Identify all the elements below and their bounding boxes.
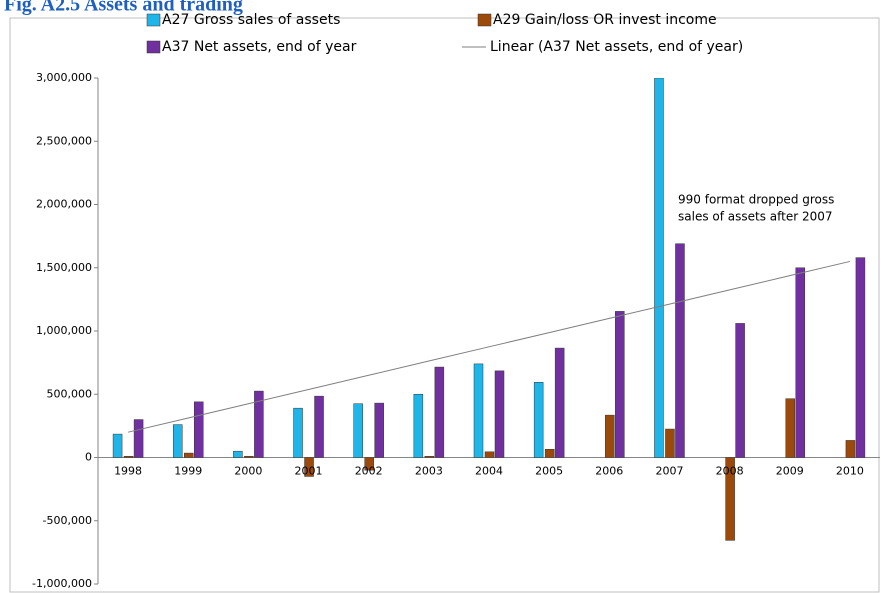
legend-label: A29 Gain/loss OR invest income <box>493 12 717 28</box>
annotation: sales of assets after 2007 <box>678 210 833 224</box>
bar <box>605 414 615 458</box>
y-tick-label: 0 <box>85 451 92 464</box>
x-tick-label: 2000 <box>234 465 262 478</box>
bar <box>473 363 484 458</box>
x-tick-label: 2006 <box>595 465 623 478</box>
bar <box>615 311 625 458</box>
x-tick-label: 2004 <box>475 465 503 478</box>
annotation: 990 format dropped gross <box>678 193 834 207</box>
bar <box>254 390 264 458</box>
bar <box>353 403 363 458</box>
bar <box>725 457 735 541</box>
bar <box>172 424 183 458</box>
bar <box>533 381 544 458</box>
legend-label: Linear (A37 Net assets, end of year) <box>490 39 743 55</box>
x-tick-label: 2002 <box>355 465 383 478</box>
legend-label: A27 Gross sales of assets <box>162 12 340 28</box>
bar <box>855 257 866 458</box>
bar <box>133 419 144 458</box>
legend-swatch <box>146 13 161 27</box>
chart-frame <box>9 17 880 593</box>
bar <box>494 370 505 458</box>
legend-swatch <box>477 13 492 27</box>
bar <box>675 243 685 458</box>
y-tick-label: -500,000 <box>43 514 92 527</box>
y-tick-label: 3,000,000 <box>36 71 92 84</box>
x-tick-label: 2007 <box>655 465 683 478</box>
bar <box>304 457 314 477</box>
bar <box>654 78 664 458</box>
trendline <box>127 260 851 433</box>
bar <box>244 455 254 458</box>
y-tick-label: 2,500,000 <box>36 134 92 147</box>
x-tick-label: 2003 <box>415 465 443 478</box>
bar <box>424 455 435 458</box>
x-tick-label: 2010 <box>836 465 864 478</box>
bars <box>112 78 866 541</box>
y-tick-label: -1,000,000 <box>32 577 92 590</box>
bar <box>123 455 134 458</box>
bar <box>484 451 495 458</box>
x-tick-label: 2001 <box>295 465 323 478</box>
bar <box>735 323 745 458</box>
bar <box>193 401 204 458</box>
bar <box>183 452 194 458</box>
x-tick-label: 1999 <box>174 465 202 478</box>
x-tick-label: 2008 <box>716 465 744 478</box>
bar <box>314 395 324 458</box>
bar <box>364 457 374 471</box>
bar <box>374 402 384 458</box>
chart-title: Fig. A2.5 Assets and trading <box>4 0 243 16</box>
y-tick-label: 2,000,000 <box>36 198 92 211</box>
bar <box>544 449 555 458</box>
bar <box>293 407 303 458</box>
bar <box>795 267 806 458</box>
bar <box>554 347 565 458</box>
legend-swatch <box>146 40 161 54</box>
y-tick-label: 1,000,000 <box>36 324 92 337</box>
bar <box>785 398 796 458</box>
bar <box>413 394 424 458</box>
x-tick-label: 1998 <box>114 465 142 478</box>
bar <box>233 450 243 458</box>
y-tick-label: 500,000 <box>47 387 93 400</box>
legend-label: A37 Net assets, end of year <box>162 39 357 55</box>
bar <box>665 428 675 458</box>
x-tick-label: 2009 <box>776 465 804 478</box>
bar <box>434 366 445 458</box>
bar <box>112 433 123 458</box>
y-tick-label: 1,500,000 <box>36 261 92 274</box>
x-tick-label: 2005 <box>535 465 563 478</box>
bar <box>845 440 856 458</box>
